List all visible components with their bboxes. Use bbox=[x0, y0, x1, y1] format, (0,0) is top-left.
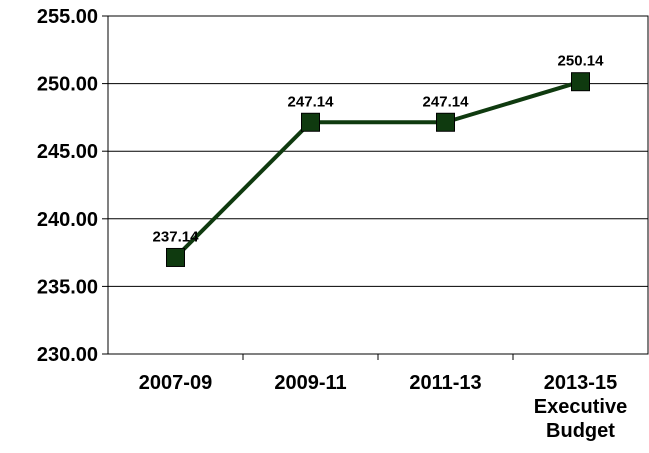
x-category-label-line: 2013-15 bbox=[544, 372, 617, 394]
x-category-label-line: Budget bbox=[546, 420, 615, 442]
series-line bbox=[174, 79, 582, 259]
y-tick-label: 240.00 bbox=[37, 209, 98, 231]
data-label: 237.14 bbox=[153, 228, 200, 245]
plot-area bbox=[107, 15, 649, 355]
data-point-marker bbox=[571, 72, 590, 92]
data-point-marker bbox=[436, 112, 455, 132]
y-tick-label: 245.00 bbox=[37, 141, 98, 163]
x-category-label-line: 2011-13 bbox=[409, 372, 481, 394]
x-category-label: 2013-15 Executive Budget bbox=[534, 372, 627, 442]
data-label: 247.14 bbox=[423, 93, 470, 110]
x-category-label-line: 2009-11 bbox=[274, 372, 346, 394]
x-category-label: 2007-09 bbox=[139, 372, 212, 394]
x-category-label-line: Executive bbox=[534, 396, 627, 418]
data-label: 250.14 bbox=[558, 53, 605, 70]
y-tick-label: 230.00 bbox=[37, 344, 98, 366]
data-point-marker bbox=[301, 112, 320, 132]
x-category-label-line: 2007-09 bbox=[139, 372, 212, 394]
data-label: 247.14 bbox=[288, 93, 335, 110]
x-category-label: 2011-13 bbox=[409, 372, 481, 394]
y-tick-label: 255.00 bbox=[37, 6, 98, 28]
y-tick-label: 235.00 bbox=[37, 276, 98, 298]
y-tick-label: 250.00 bbox=[37, 74, 98, 96]
data-point-marker bbox=[166, 247, 185, 267]
x-category-label: 2009-11 bbox=[274, 372, 346, 394]
